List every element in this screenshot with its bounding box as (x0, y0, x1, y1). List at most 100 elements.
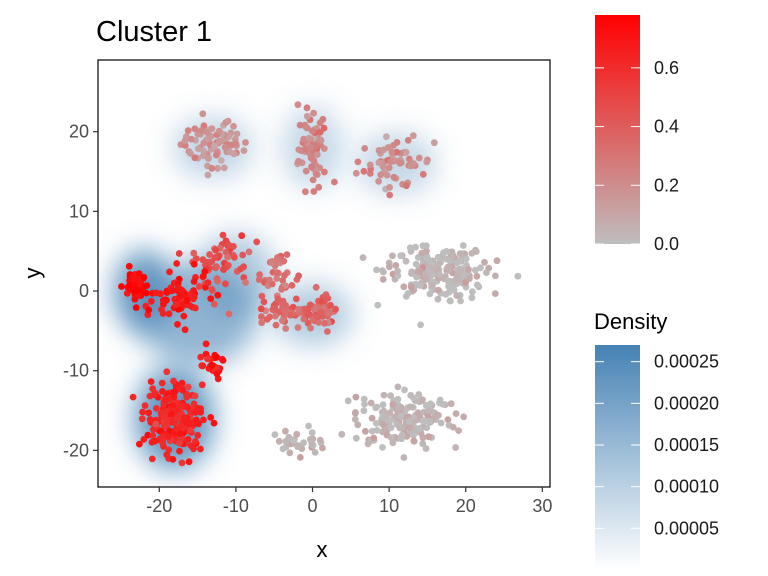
data-point (199, 152, 207, 160)
data-point (159, 388, 166, 395)
data-point (199, 272, 207, 280)
data-point (296, 121, 304, 129)
data-point (397, 252, 405, 260)
data-point (366, 161, 374, 169)
y-axis-label: y (20, 268, 45, 279)
data-point (409, 132, 417, 140)
data-point (400, 454, 408, 461)
data-point (360, 395, 368, 403)
data-point (191, 438, 199, 445)
data-point (429, 281, 436, 289)
data-point (354, 421, 362, 429)
data-point (445, 283, 452, 290)
data-point (456, 267, 464, 275)
plot-panel-border (97, 59, 551, 488)
data-point (230, 122, 237, 130)
data-point (368, 414, 376, 422)
data-point (132, 304, 140, 311)
data-point (181, 142, 189, 149)
data-point (419, 170, 427, 178)
data-point (307, 324, 314, 332)
data-point (136, 440, 143, 448)
data-point (190, 445, 197, 453)
data-point (383, 411, 390, 419)
data-point (375, 177, 382, 185)
data-point (129, 393, 137, 401)
data-point (344, 397, 352, 405)
data-point (306, 301, 314, 309)
data-point (402, 257, 410, 265)
data-point (282, 427, 289, 435)
data-point (305, 422, 312, 430)
data-point (216, 127, 223, 135)
data-point (271, 431, 279, 438)
data-point (191, 154, 199, 162)
data-point (416, 425, 423, 432)
y-tick-label: 0 (79, 281, 89, 301)
data-point (388, 148, 396, 156)
data-point (412, 243, 419, 251)
data-point (315, 318, 322, 326)
data-point (194, 431, 202, 439)
data-point (422, 275, 430, 283)
x-axis-label: x (317, 537, 328, 562)
data-point (219, 231, 227, 239)
data-point (174, 280, 182, 287)
data-point (285, 433, 293, 441)
x-tick-label: 0 (308, 496, 318, 516)
data-point (220, 265, 227, 273)
data-point (148, 455, 156, 463)
color-legend-tick-label: 0.0 (654, 234, 679, 254)
data-point (173, 260, 181, 267)
data-point (303, 112, 311, 120)
data-point (310, 188, 318, 195)
data-point (447, 251, 455, 259)
data-point (279, 445, 287, 453)
data-point (208, 286, 216, 293)
data-point (492, 272, 499, 280)
data-point (472, 248, 480, 256)
data-point (316, 436, 324, 444)
data-point (379, 267, 386, 274)
points-layer (118, 101, 522, 467)
data-point (175, 250, 183, 257)
data-point (318, 312, 326, 320)
data-point (385, 263, 393, 271)
data-point (179, 386, 186, 394)
data-point (311, 449, 319, 456)
data-point (180, 312, 188, 320)
y-tick-label: 10 (69, 201, 89, 221)
data-point (175, 306, 182, 313)
density-legend-title: Density (594, 309, 667, 334)
data-point (131, 295, 139, 303)
data-point (168, 287, 176, 295)
data-point (514, 272, 522, 280)
data-point (457, 297, 464, 305)
data-point (424, 407, 432, 415)
data-point (191, 304, 199, 312)
data-point (212, 246, 220, 254)
data-point (493, 257, 501, 265)
data-point (171, 388, 179, 396)
data-point (316, 119, 324, 127)
data-point (256, 271, 263, 279)
data-point (447, 400, 455, 408)
data-point (280, 257, 288, 265)
data-point (321, 319, 328, 327)
data-point (300, 315, 308, 323)
data-point (315, 183, 323, 191)
data-point (272, 321, 280, 329)
density-legend-tick-label: 0.00020 (654, 393, 719, 413)
data-point (379, 276, 387, 283)
data-point (430, 139, 438, 147)
data-point (389, 400, 397, 408)
data-point (158, 379, 166, 387)
data-point (352, 434, 360, 442)
data-point (278, 286, 285, 293)
data-point (434, 411, 441, 419)
data-point (389, 252, 396, 260)
data-point (379, 401, 387, 409)
data-point (403, 182, 410, 190)
data-point (255, 276, 263, 284)
x-tick-label: 30 (532, 496, 552, 516)
